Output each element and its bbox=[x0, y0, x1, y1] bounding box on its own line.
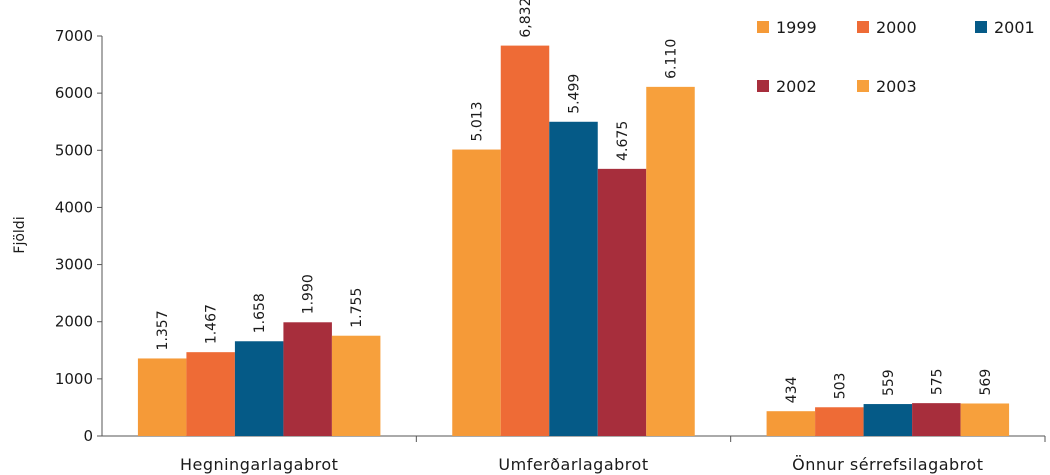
legend-label: 2002 bbox=[776, 77, 817, 96]
y-tick-label: 6000 bbox=[55, 84, 93, 102]
y-axis-title: Fjöldi bbox=[12, 216, 28, 253]
y-axis: 0 1000 2000 3000 4000 5000 6000 7000 bbox=[55, 27, 103, 445]
data-label: 559 bbox=[881, 369, 897, 396]
bar-2000 bbox=[815, 407, 864, 436]
legend-swatch bbox=[857, 80, 869, 92]
category-label: Önnur sérrefsilagabrot bbox=[792, 455, 983, 474]
bar-1999 bbox=[452, 149, 501, 437]
bar-2001 bbox=[549, 121, 598, 437]
bar-2003 bbox=[960, 403, 1010, 436]
bar-2001 bbox=[234, 341, 284, 436]
y-tick-label: 7000 bbox=[55, 27, 93, 45]
y-tick-label: 5000 bbox=[55, 141, 93, 159]
y-tick-label: 2000 bbox=[55, 313, 93, 331]
y-tick-label: 4000 bbox=[55, 198, 93, 216]
data-label: 5.013 bbox=[470, 101, 486, 141]
bar-2000 bbox=[500, 45, 550, 436]
data-label: 503 bbox=[832, 373, 848, 400]
bar-2002 bbox=[912, 403, 961, 436]
y-tick-label: 3000 bbox=[55, 256, 93, 274]
bar-1999 bbox=[766, 411, 816, 436]
data-label: 575 bbox=[929, 368, 945, 395]
legend-label: 2001 bbox=[994, 18, 1035, 37]
data-label: 4.675 bbox=[615, 121, 631, 161]
data-label: 6,832 bbox=[518, 0, 534, 38]
legend: 1999 2000 2001 2002 2003 bbox=[757, 18, 1035, 96]
data-label: 1.755 bbox=[349, 288, 365, 328]
bars: 1.357 1.467 1.658 1.990 1.755 5.013 6,832 5.499… bbox=[137, 0, 1010, 437]
data-label: 1.658 bbox=[252, 293, 268, 333]
bar-2001 bbox=[863, 404, 913, 436]
legend-swatch bbox=[757, 21, 769, 33]
legend-swatch bbox=[975, 21, 987, 33]
data-label: 6.110 bbox=[664, 39, 680, 79]
x-axis: Hegningarlagabrot Umferðarlagabrot Önnur s… bbox=[102, 435, 1046, 474]
data-label: 569 bbox=[978, 369, 994, 396]
category-label: Umferðarlagabrot bbox=[498, 455, 648, 474]
legend-label: 2003 bbox=[876, 77, 917, 96]
legend-label: 2000 bbox=[876, 18, 917, 37]
bar-2002 bbox=[283, 322, 332, 436]
y-tick-label: 1000 bbox=[55, 370, 93, 388]
bar-2003 bbox=[646, 86, 695, 436]
legend-swatch bbox=[857, 21, 869, 33]
data-label: 1.990 bbox=[301, 274, 317, 314]
bar-2002 bbox=[597, 168, 647, 436]
y-tick-label: 0 bbox=[83, 427, 93, 445]
bar-2003 bbox=[331, 335, 381, 436]
data-label: 1.467 bbox=[204, 304, 220, 344]
legend-swatch bbox=[757, 80, 769, 92]
bar-1999 bbox=[137, 358, 187, 436]
legend-label: 1999 bbox=[776, 18, 817, 37]
bar-2000 bbox=[186, 352, 235, 436]
data-label: 5.499 bbox=[567, 74, 583, 114]
category-label: Hegningarlagabrot bbox=[180, 455, 338, 474]
data-label: 434 bbox=[784, 376, 800, 403]
data-label: 1.357 bbox=[155, 310, 171, 350]
